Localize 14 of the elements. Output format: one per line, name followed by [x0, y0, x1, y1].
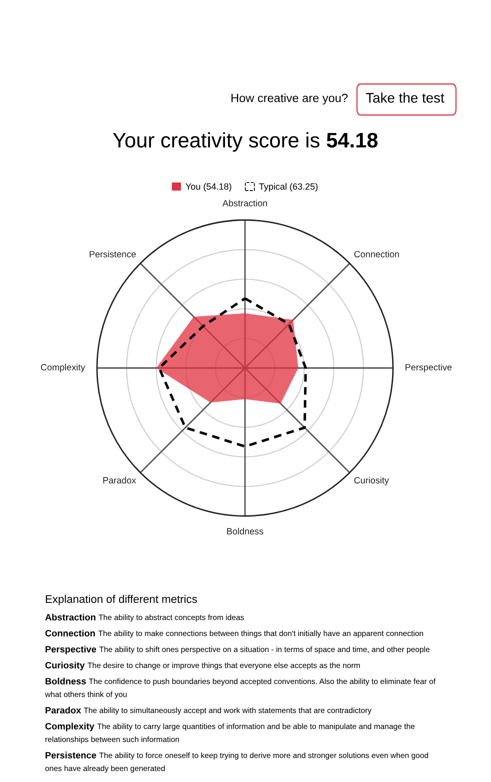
spoke-label: Abstraction: [222, 200, 267, 206]
spoke-label: Boldness: [227, 528, 264, 534]
spoke-label: Paradox: [103, 476, 136, 484]
legend-label: You (54.18): [186, 183, 232, 192]
spoke-label: Connection: [354, 250, 399, 258]
legend-label: Typical (63.25): [259, 183, 318, 192]
spoke-label: Curiosity: [354, 476, 389, 486]
text: Explanation of different metrics: [46, 594, 197, 606]
spoke-label: Persistence: [90, 250, 136, 258]
chart-title: Your creativity score is 54.18: [112, 132, 378, 152]
spoke-label: Perspective: [406, 364, 452, 372]
spoke-label: Complexity: [40, 364, 86, 372]
text: Take the test: [366, 92, 444, 103]
text: How creative are you?: [232, 94, 348, 105]
